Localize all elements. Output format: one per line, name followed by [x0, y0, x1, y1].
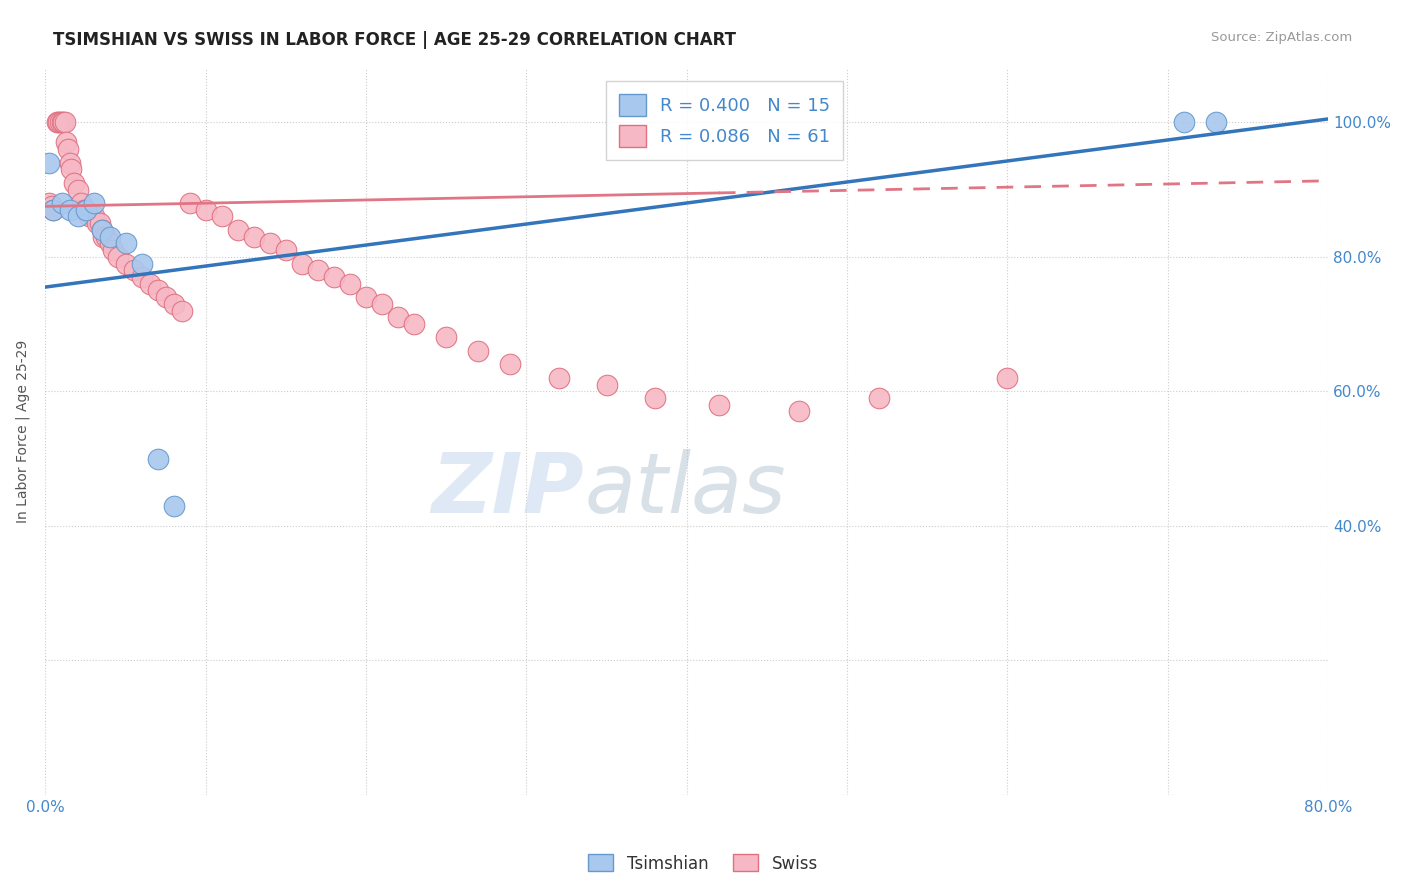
- Point: [179, 196, 201, 211]
- Point: [131, 269, 153, 284]
- Point: [170, 303, 193, 318]
- Point: [1173, 115, 1195, 129]
- Text: TSIMSHIAN VS SWISS IN LABOR FORCE | AGE 25-29 CORRELATION CHART: TSIMSHIAN VS SWISS IN LABOR FORCE | AGE …: [53, 31, 737, 49]
- Point: [91, 229, 114, 244]
- Point: [38, 155, 60, 169]
- Point: [86, 216, 108, 230]
- Point: [66, 182, 89, 196]
- Point: [98, 229, 121, 244]
- Point: [46, 115, 69, 129]
- Point: [467, 343, 489, 358]
- Point: [114, 256, 136, 270]
- Point: [66, 210, 89, 224]
- Point: [89, 216, 111, 230]
- Point: [707, 398, 730, 412]
- Point: [339, 277, 361, 291]
- Point: [387, 310, 409, 325]
- Text: ZIP: ZIP: [432, 450, 583, 530]
- Point: [60, 162, 83, 177]
- Point: [307, 263, 329, 277]
- Point: [69, 196, 91, 211]
- Y-axis label: In Labor Force | Age 25-29: In Labor Force | Age 25-29: [15, 340, 30, 524]
- Point: [114, 236, 136, 251]
- Point: [83, 210, 105, 224]
- Point: [259, 236, 281, 251]
- Point: [51, 115, 73, 129]
- Point: [51, 196, 73, 211]
- Point: [90, 223, 112, 237]
- Point: [163, 297, 186, 311]
- Point: [499, 357, 522, 371]
- Point: [274, 243, 297, 257]
- Point: [73, 202, 96, 217]
- Point: [404, 317, 426, 331]
- Point: [42, 202, 65, 217]
- Point: [49, 115, 72, 129]
- Point: [90, 223, 112, 237]
- Point: [547, 371, 569, 385]
- Point: [291, 256, 314, 270]
- Point: [155, 290, 177, 304]
- Point: [52, 115, 75, 129]
- Point: [83, 196, 105, 211]
- Point: [75, 202, 97, 217]
- Point: [56, 142, 79, 156]
- Point: [41, 199, 63, 213]
- Point: [226, 223, 249, 237]
- Point: [868, 391, 890, 405]
- Point: [595, 377, 617, 392]
- Point: [58, 155, 80, 169]
- Legend: Tsimshian, Swiss: Tsimshian, Swiss: [582, 847, 824, 880]
- Point: [53, 115, 76, 129]
- Point: [371, 297, 394, 311]
- Point: [644, 391, 666, 405]
- Point: [787, 404, 810, 418]
- Point: [194, 202, 217, 217]
- Point: [163, 499, 186, 513]
- Point: [131, 256, 153, 270]
- Point: [138, 277, 160, 291]
- Point: [55, 136, 77, 150]
- Point: [1205, 115, 1227, 129]
- Point: [96, 229, 118, 244]
- Point: [211, 210, 233, 224]
- Text: Source: ZipAtlas.com: Source: ZipAtlas.com: [1212, 31, 1353, 45]
- Point: [75, 202, 97, 217]
- Point: [354, 290, 377, 304]
- Point: [45, 115, 67, 129]
- Point: [122, 263, 145, 277]
- Point: [98, 236, 121, 251]
- Text: atlas: atlas: [583, 450, 786, 530]
- Point: [77, 210, 100, 224]
- Point: [101, 243, 124, 257]
- Point: [997, 371, 1019, 385]
- Point: [38, 196, 60, 211]
- Point: [323, 269, 346, 284]
- Legend: R = 0.400   N = 15, R = 0.086   N = 61: R = 0.400 N = 15, R = 0.086 N = 61: [606, 81, 844, 160]
- Point: [107, 250, 129, 264]
- Point: [42, 202, 65, 217]
- Point: [243, 229, 266, 244]
- Point: [434, 330, 457, 344]
- Point: [58, 202, 80, 217]
- Point: [146, 451, 169, 466]
- Point: [146, 284, 169, 298]
- Point: [63, 176, 86, 190]
